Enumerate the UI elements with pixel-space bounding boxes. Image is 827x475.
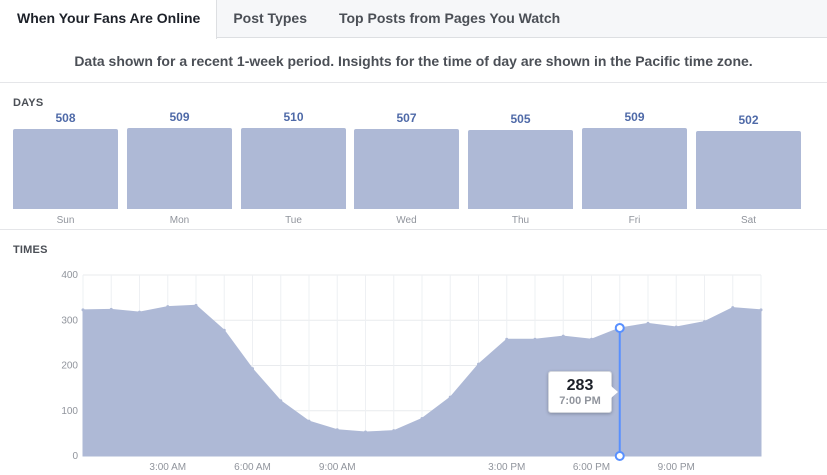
times-section-label: TIMES [13,244,48,256]
x-tick-label: 6:00 PM [573,462,610,473]
day-bar-fri[interactable] [582,128,687,209]
data-point [109,307,113,311]
data-point [138,310,141,314]
day-bar-mon[interactable] [127,128,232,209]
day-bar-sat[interactable] [696,131,801,209]
highlight-point-top[interactable] [614,322,625,333]
day-value-sun: 508 [55,110,76,125]
data-point [420,416,424,420]
hover-tooltip: 283 7:00 PM [548,371,618,413]
day-bar-wed[interactable] [354,129,459,209]
data-point [392,429,396,433]
data-point [759,308,763,312]
day-label-mon: Mon [169,215,190,226]
y-tick-label: 0 [72,451,78,462]
times-area-series [82,304,762,457]
day-label-tue: Tue [285,215,302,226]
data-point [477,362,480,366]
day-label-thu: Thu [511,215,530,226]
day-label-wed: Wed [396,215,417,226]
data-point [335,428,339,432]
tab-bar: When Your Fans Are Online Post Types Top… [0,0,827,39]
day-bar-tue[interactable] [241,128,346,209]
data-point [307,419,311,423]
x-tick-label: 9:00 AM [319,462,356,473]
data-point [505,337,509,341]
data-point [674,325,678,329]
day-value-wed: 507 [396,111,417,126]
x-tick-label: 3:00 PM [488,462,525,473]
x-tick-label: 6:00 AM [234,462,271,473]
data-point [703,320,706,324]
y-tick-label: 100 [61,406,78,417]
data-point [448,395,452,399]
tab-when-fans-online[interactable]: When Your Fans Are Online [0,0,218,39]
data-point [731,306,735,310]
data-point [364,430,367,434]
day-label-fri: Fri [628,215,641,226]
y-tick-label: 400 [61,270,78,281]
day-value-fri: 509 [624,110,645,125]
highlight-point-bottom [614,451,625,461]
day-bar-thu[interactable] [468,130,573,209]
data-point [279,399,283,403]
x-tick-label: 9:00 PM [658,462,695,473]
day-value-mon: 509 [169,110,190,125]
data-point [533,337,537,341]
section-divider [0,229,827,230]
tab-post-types[interactable]: Post Types [233,10,307,26]
times-area-chart: 0 100 200 300 400 3:00 AM 6:00 AM 9:00 AM 3:00 P… [61,270,763,473]
day-value-tue: 510 [283,110,304,124]
tooltip-value: 283 [566,377,594,394]
day-label-sun: Sun [56,215,75,226]
data-point [251,367,254,371]
data-point [166,305,170,309]
day-value-thu: 505 [510,112,531,126]
x-tick-label: 3:00 AM [149,462,186,473]
data-point [646,321,650,325]
days-section-label: DAYS [13,97,44,109]
day-value-sat: 502 [738,113,759,128]
data-point [194,303,198,307]
y-tick-label: 300 [61,315,78,326]
day-label-sat: Sat [740,215,756,226]
data-point [561,334,565,338]
tab-top-posts[interactable]: Top Posts from Pages You Watch [338,10,561,26]
data-period-notice: Data shown for a recent 1-week period. I… [0,39,827,83]
tooltip-time: 7:00 PM [559,395,601,407]
data-point [222,328,226,332]
day-bar-sun[interactable] [13,128,118,209]
data-point [590,337,593,341]
y-tick-label: 200 [61,361,78,372]
data-point [81,308,85,312]
